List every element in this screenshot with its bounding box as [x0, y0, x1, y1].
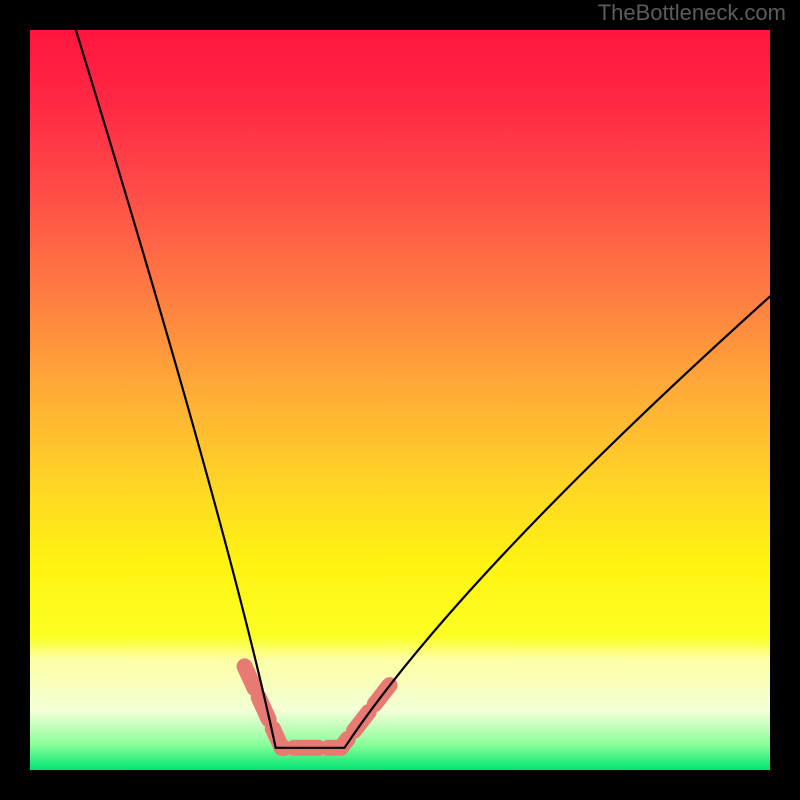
bottleneck-chart	[0, 0, 800, 800]
watermark-text: TheBottleneck.com	[598, 0, 786, 26]
chart-frame	[0, 0, 800, 800]
